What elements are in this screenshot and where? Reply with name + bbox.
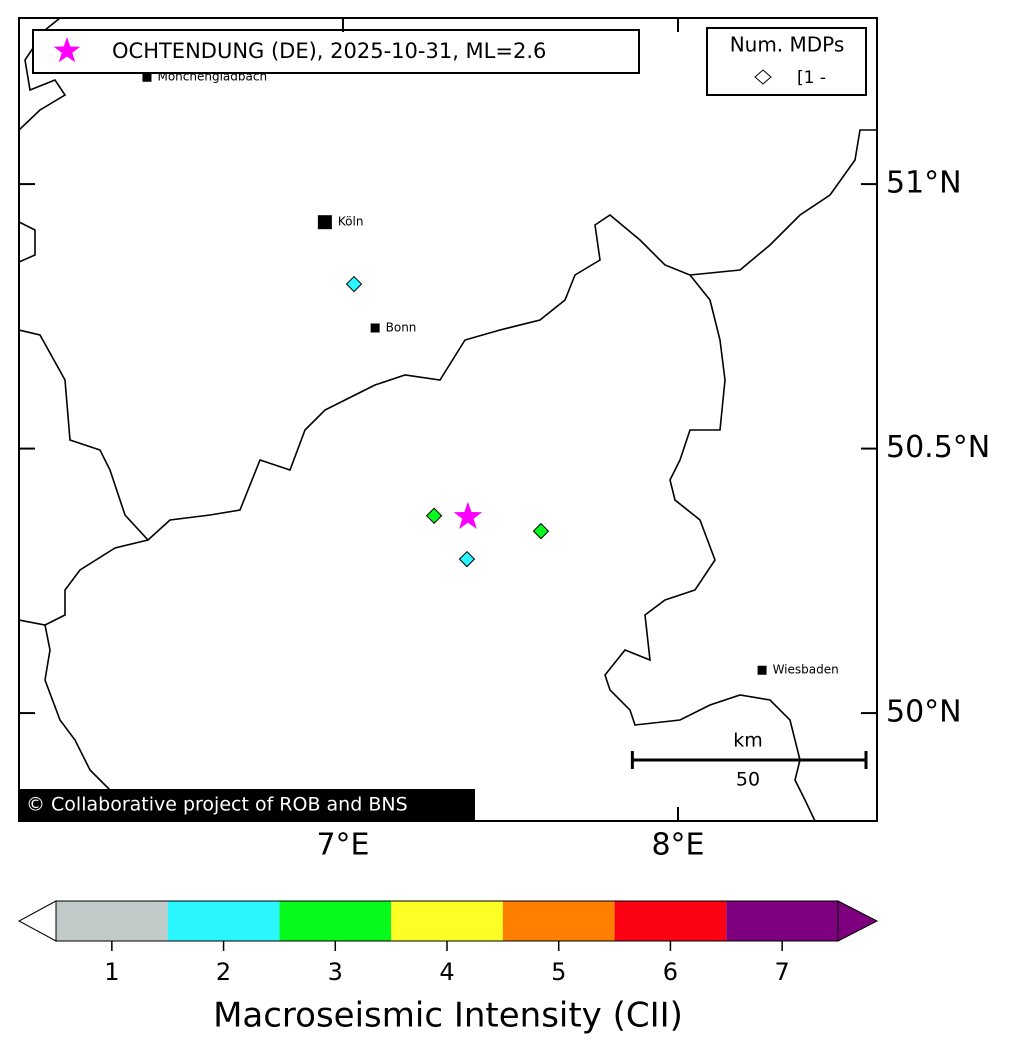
epicenter — [453, 501, 483, 529]
colorbar-tick-label: 6 — [663, 958, 678, 986]
colorbar-tick-label: 1 — [104, 958, 119, 986]
colorbar-extend — [17, 900, 57, 942]
mdp-legend-icon — [754, 69, 772, 85]
credit-box — [19, 789, 475, 820]
border — [19, 214, 816, 821]
border — [19, 539, 149, 626]
border — [689, 129, 877, 276]
mdp-point — [345, 275, 363, 293]
colorbar-tick-label: 5 — [551, 958, 566, 986]
colorbar-frame — [55, 900, 839, 942]
colorbar-tick-label: 7 — [775, 958, 790, 986]
x-tick-label: 7°E — [316, 828, 369, 863]
mdp-legend-title: Num. MDPs — [730, 33, 845, 57]
mdp-point — [532, 522, 550, 540]
scale-unit: km — [733, 730, 763, 752]
legend-box — [32, 29, 640, 74]
city-marker — [757, 665, 767, 675]
city-label: Bonn — [386, 320, 417, 334]
colorbar-label: Macroseismic Intensity (CII) — [213, 996, 683, 1036]
colorbar-tick-label: 4 — [439, 958, 454, 986]
map-frame — [18, 17, 878, 822]
city-label: Wiesbaden — [773, 663, 839, 677]
mdp-legend-box — [706, 27, 867, 96]
y-tick-label: 50.5°N — [886, 430, 990, 465]
mdp-point — [425, 507, 443, 524]
colorbar-segment — [614, 901, 727, 941]
scale-length: 50 — [736, 769, 760, 791]
colorbar-segment — [167, 901, 280, 941]
borders — [19, 18, 877, 821]
colorbar-segment — [56, 901, 168, 941]
colorbar-tick-label: 2 — [216, 958, 231, 986]
city-label: Köln — [338, 215, 364, 229]
colorbar-tick-label: 3 — [328, 958, 343, 986]
city-marker — [317, 215, 332, 230]
mdp-point — [458, 550, 476, 568]
city-marker — [370, 323, 380, 333]
legend-label: OCHTENDUNG (DE), 2025-10-31, ML=2.6 — [112, 39, 546, 63]
x-tick-label: 8°E — [651, 828, 704, 863]
y-tick-label: 50°N — [886, 695, 962, 730]
colorbar-segment — [502, 901, 615, 941]
colorbar-segment — [391, 901, 503, 941]
y-tick-label: 51°N — [886, 166, 962, 201]
colorbar-segment — [726, 901, 838, 941]
mdp-legend-entry: [1 - — [797, 68, 826, 88]
border — [44, 624, 116, 801]
city-marker — [142, 72, 152, 82]
credit: © Collaborative project of ROB and BNS — [26, 794, 408, 816]
legend-icon — [53, 37, 81, 63]
border — [19, 221, 36, 263]
colorbar-segment — [279, 901, 392, 941]
colorbar-extend — [837, 900, 879, 942]
